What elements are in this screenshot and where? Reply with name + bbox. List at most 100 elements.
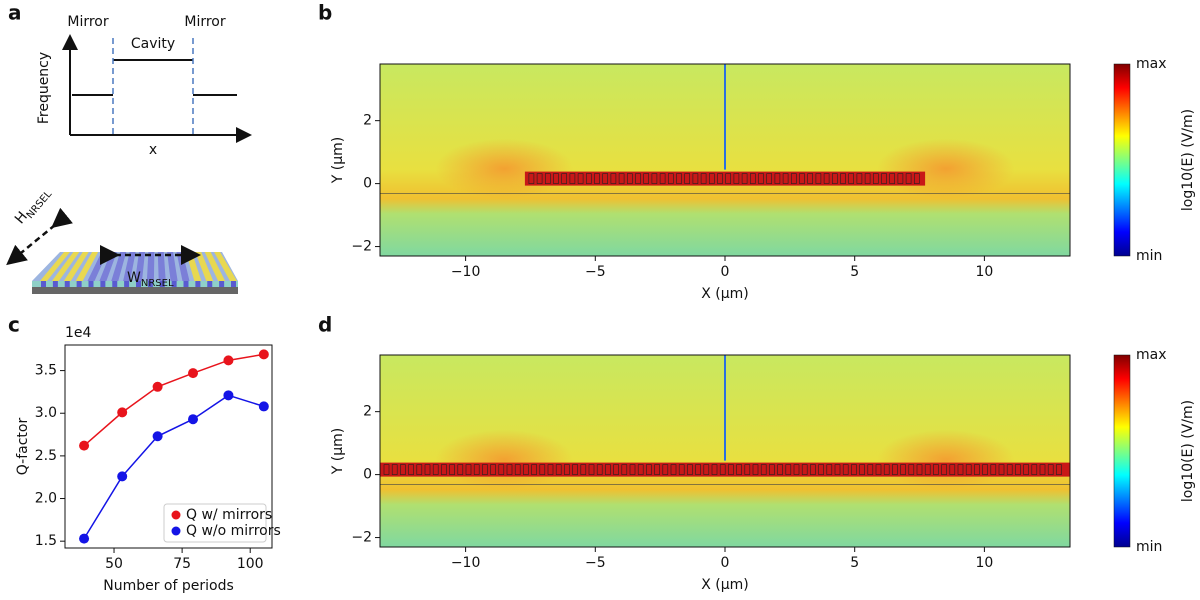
y-tick-label: 2: [363, 113, 372, 129]
pillar: [52, 281, 58, 287]
grating-tooth: [596, 464, 603, 475]
legend-marker: [171, 510, 181, 520]
grating-tooth: [580, 464, 587, 475]
grating-tooth: [662, 464, 669, 475]
grating-tooth: [941, 464, 947, 475]
schematic: Mirror Mirror Cavity Frequency x HNRSEL …: [6, 14, 252, 294]
grating-tooth: [564, 464, 570, 475]
x-tick-label: −5: [585, 555, 606, 571]
grating-tooth: [1015, 464, 1021, 475]
grating-tooth: [719, 464, 726, 475]
grating-tooth: [613, 464, 619, 475]
grating-tooth: [553, 173, 559, 184]
pillar: [207, 281, 213, 287]
grating-tooth: [605, 464, 611, 475]
panel-label: a: [8, 1, 22, 25]
grating-tooth: [465, 464, 472, 475]
colorbar-label: log10(E) (V/m): [1180, 400, 1196, 502]
series-line: [83, 394, 265, 540]
label: Mirror: [184, 14, 225, 30]
pillar: [219, 281, 225, 287]
grating-tooth: [818, 464, 824, 475]
pillar: [195, 281, 201, 287]
grating-tooth: [725, 173, 732, 184]
point: [117, 471, 128, 482]
grating-tooth: [872, 173, 879, 184]
grating-tooth: [654, 464, 660, 475]
grating-tooth: [569, 173, 576, 184]
grating-tooth: [801, 464, 808, 475]
grating-tooth: [536, 173, 543, 184]
stripe: [214, 252, 237, 281]
substrate: [32, 287, 238, 294]
grating-tooth: [555, 464, 562, 475]
grating-tooth: [859, 464, 865, 475]
grating-tooth: [561, 173, 568, 184]
grating-tooth: [924, 464, 931, 475]
grating-tooth: [441, 464, 447, 475]
series-line: [83, 353, 264, 447]
x-tick-label: −5: [585, 264, 606, 280]
grating-tooth: [900, 464, 906, 475]
grating-tooth: [692, 173, 699, 184]
point: [223, 355, 234, 366]
pillar: [124, 281, 130, 287]
grating-tooth: [728, 464, 734, 475]
grating-tooth: [523, 464, 529, 475]
grating-tooth: [758, 173, 764, 184]
x-tick-label: 10: [975, 264, 993, 280]
pillar: [41, 281, 46, 287]
y-tick-label: 2: [363, 404, 372, 420]
pillar: [183, 281, 189, 287]
grating-tooth: [585, 173, 592, 184]
grating-tooth: [621, 464, 628, 475]
grating-tooth: [769, 464, 775, 475]
y-axis-label: Y (μm): [330, 428, 346, 475]
grating-tooth: [577, 173, 584, 184]
x-axis-label: X (μm): [701, 286, 749, 302]
grating-tooth: [635, 173, 641, 184]
x-tick-label: −10: [451, 264, 481, 280]
grating-tooth: [998, 464, 1005, 475]
grating-tooth: [670, 464, 677, 475]
grating-tooth: [531, 464, 537, 475]
label-sub: NRSEL: [141, 278, 174, 289]
grating-tooth: [752, 464, 759, 475]
grating-tooth: [588, 464, 595, 475]
grating-tooth: [457, 464, 464, 475]
legend-label: Q w/ mirrors: [186, 507, 272, 523]
grating-tooth: [711, 464, 718, 475]
grating-tooth: [741, 173, 748, 184]
grating-tooth: [782, 173, 789, 184]
colorbar-min: min: [1136, 539, 1162, 555]
grating-tooth: [799, 173, 805, 184]
grating-tooth: [482, 464, 488, 475]
point: [79, 533, 90, 544]
grating-tooth: [749, 173, 756, 184]
colorbar-label: log10(E) (V/m): [1180, 109, 1196, 211]
grating-tooth: [400, 464, 406, 475]
grating-tooth: [1006, 464, 1013, 475]
grating-tooth: [498, 464, 505, 475]
grating-tooth: [848, 173, 855, 184]
grating-tooth: [528, 173, 535, 184]
field-glow: [876, 138, 1015, 199]
grating-tooth: [957, 464, 964, 475]
x-tick-label: 5: [850, 555, 859, 571]
grating-tooth: [905, 173, 912, 184]
stripe: [204, 252, 226, 281]
label-sub: NRSEL: [25, 189, 55, 221]
point: [188, 414, 199, 425]
grating-tooth: [547, 464, 554, 475]
x-tick-label: 50: [105, 556, 123, 572]
grating-tooth: [826, 464, 833, 475]
label: HNRSEL: [12, 183, 55, 229]
y-tick-label: 3.0: [35, 405, 57, 421]
panel-label: d: [318, 313, 332, 337]
y-tick-label: 0: [363, 467, 372, 483]
grating-tooth: [637, 464, 644, 475]
pillar: [171, 281, 177, 287]
grating-tooth: [408, 464, 414, 475]
grating-tooth: [700, 173, 707, 184]
